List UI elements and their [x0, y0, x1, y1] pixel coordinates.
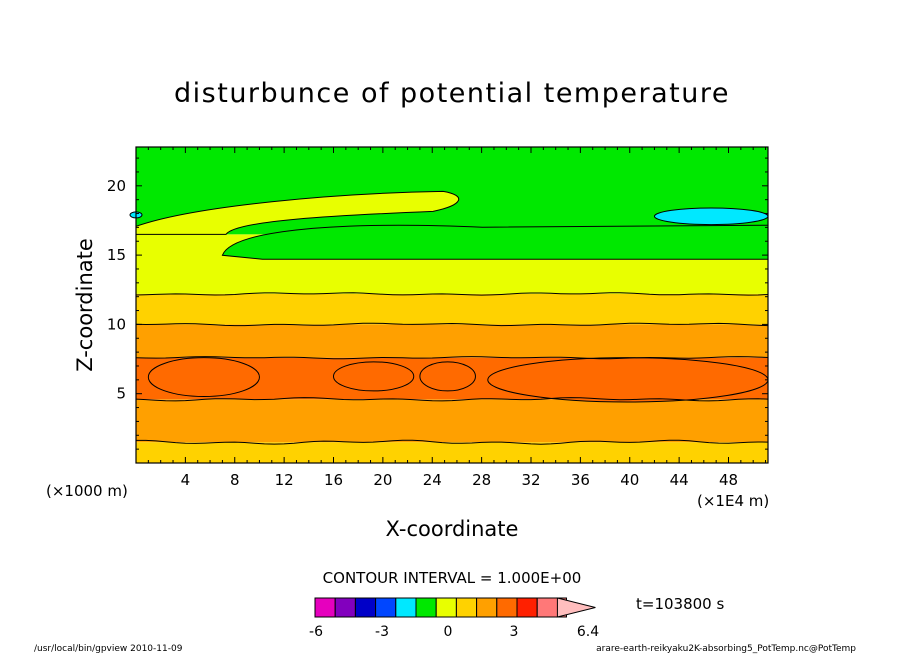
x-unit-right: (×1E4 m): [697, 492, 769, 510]
x-tick-label: 28: [472, 471, 491, 489]
colorbar-swatch-0: [314, 597, 336, 618]
x-unit-left: (×1000 m): [46, 482, 128, 500]
contour-band-3: [136, 324, 768, 358]
colorbar-swatch-1: [334, 597, 356, 618]
y-tick-label: 20: [107, 177, 126, 195]
x-tick-label: 16: [324, 471, 343, 489]
time-label: t=103800 s: [636, 595, 724, 613]
y-tick-label: 5: [116, 385, 126, 403]
feature-4: [653, 207, 769, 226]
x-axis-label: X-coordinate: [386, 517, 519, 541]
colorbar-label-3: 3: [510, 624, 519, 640]
colorbar-swatch-5: [415, 597, 437, 618]
contour-line-0: [136, 439, 769, 445]
colorbar-label-2: 0: [444, 624, 453, 640]
x-tick-label: 4: [181, 471, 191, 489]
x-tick-label: 32: [521, 471, 540, 489]
colorbar-swatch-6: [435, 597, 457, 618]
feature-1: [333, 361, 415, 392]
contour-line-3: [135, 322, 769, 327]
contour-line-1: [135, 397, 769, 402]
x-tick-label: 40: [620, 471, 639, 489]
colorbar-label-1: -3: [375, 624, 389, 640]
feature-3: [487, 357, 769, 403]
contour-interval-label: CONTOUR INTERVAL = 1.000E+00: [323, 569, 582, 587]
footer-right: arare-earth-reikyaku2K-absorbing5_PotTem…: [596, 644, 856, 654]
colorbar-swatch-9: [496, 597, 518, 618]
contour-band-4: [136, 293, 768, 325]
colorbar-label-4: 6.4: [577, 624, 599, 640]
colorbar-swatch-10: [516, 597, 538, 618]
x-tick-label: 20: [373, 471, 392, 489]
colorbar-swatch-2: [354, 597, 377, 618]
chart-title: disturbunce of potential temperature: [174, 78, 730, 109]
colorbar-label-0: -6: [309, 624, 323, 640]
plot-frame: [135, 146, 769, 464]
x-tick-label: 36: [571, 471, 590, 489]
x-tick-label: 48: [719, 471, 738, 489]
colorbar-swatch-7: [455, 597, 478, 618]
feature-5: [221, 224, 769, 260]
colorbar-swatch-8: [476, 597, 498, 618]
x-tick-label: 8: [230, 471, 240, 489]
feature-6: [135, 190, 460, 235]
contour-line-4: [135, 292, 769, 296]
y-tick-label: 10: [107, 315, 126, 333]
x-tick-label: 24: [423, 471, 442, 489]
feature-0: [147, 357, 260, 397]
contour-line-2: [135, 356, 769, 360]
contour-band-0: [136, 442, 768, 463]
feature-2: [419, 361, 476, 392]
x-tick-label: 12: [275, 471, 294, 489]
x-tick-label: 44: [670, 471, 689, 489]
colorbar: -6 -3 0 3 6.4: [309, 597, 599, 640]
contour-band-1: [136, 399, 768, 443]
y-axis-label: Z-coordinate: [73, 238, 97, 372]
colorbar-swatch-4: [395, 597, 417, 618]
colorbar-swatch-3: [375, 597, 397, 618]
colorbar-arrow: [556, 597, 596, 618]
y-tick-label: 15: [107, 246, 126, 264]
footer-left: /usr/local/bin/gpview 2010-11-09: [34, 644, 183, 654]
